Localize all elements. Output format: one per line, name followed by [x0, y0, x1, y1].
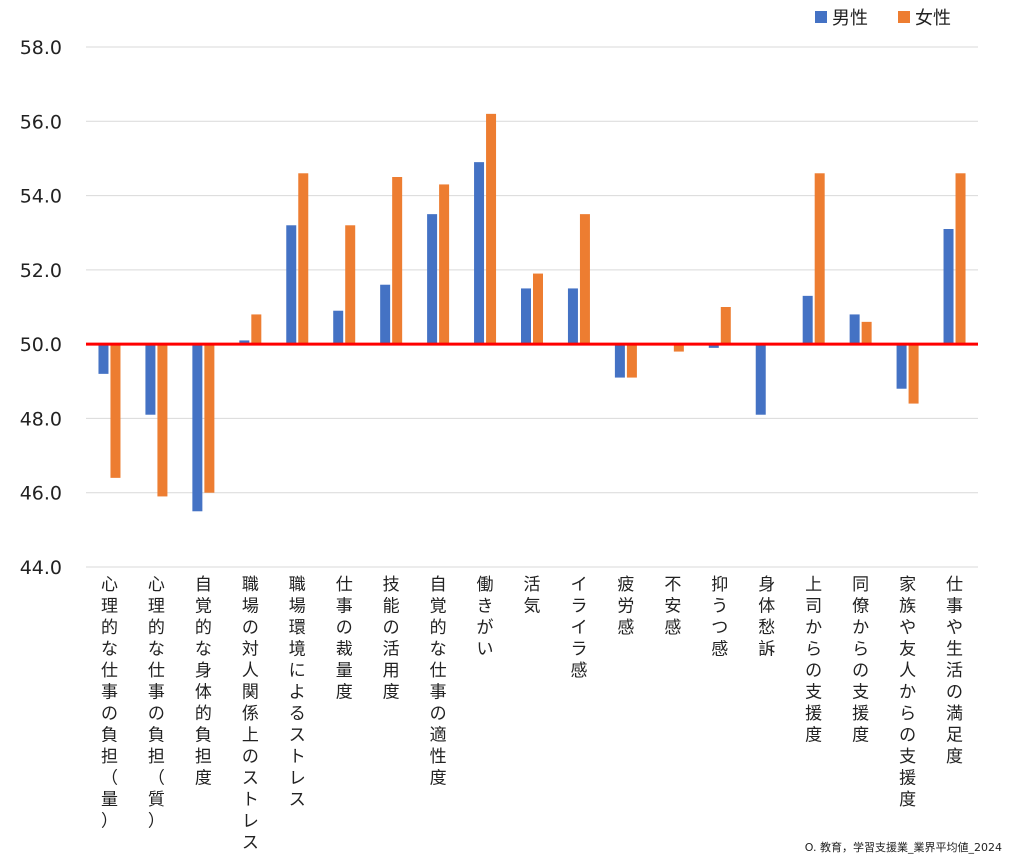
bar-female-4	[298, 173, 309, 345]
bar-female-7	[439, 184, 450, 345]
x-category-label: 心理的な仕事の負担（量）	[101, 575, 118, 832]
bar-male-7	[427, 214, 438, 345]
bar-female-6	[392, 177, 403, 345]
bar-male-5	[333, 310, 344, 345]
gridlines	[86, 46, 978, 568]
bar-male-17	[896, 344, 907, 389]
x-category-label: 家族や友人からの支援度	[899, 575, 916, 810]
bar-male-18	[943, 229, 954, 345]
x-category-label: 抑うつ感	[711, 575, 728, 660]
x-category-label: 上司からの支援度	[805, 575, 822, 746]
bar-male-2	[192, 344, 203, 512]
bars	[98, 113, 966, 512]
x-category-label: 仕事の裁量度	[336, 575, 353, 703]
x-category-label: 仕事や生活の満足度	[946, 575, 963, 767]
bar-male-3	[239, 340, 250, 345]
bar-female-11	[626, 344, 637, 378]
footnote: O. 教育，学習支援業_業界平均値_2024	[804, 841, 1002, 854]
bar-female-16	[861, 321, 872, 345]
legend-label-0: 男性	[832, 8, 868, 29]
bar-female-10	[579, 214, 590, 345]
x-category-label: 同僚からの支援度	[852, 575, 869, 746]
bar-female-5	[345, 225, 356, 345]
legend-label-1: 女性	[915, 8, 951, 29]
bar-male-16	[849, 314, 860, 345]
x-category-label: 自覚的な仕事の適性度	[430, 575, 447, 789]
x-category-label: 心理的な仕事の負担（質）	[148, 575, 165, 832]
bar-male-11	[614, 344, 625, 378]
y-tick-label: 56.0	[20, 111, 62, 133]
bar-male-8	[474, 162, 485, 345]
bar-female-17	[908, 344, 919, 404]
x-category-label: 働きがい	[477, 575, 494, 660]
bar-female-13	[720, 307, 731, 345]
y-tick-label: 46.0	[20, 483, 62, 505]
y-tick-label: 54.0	[20, 186, 62, 208]
x-axis-category-labels: 心理的な仕事の負担（量） 心理的な仕事の負担（質） 自覚的な身体的負担度 職場の対人関…	[101, 575, 963, 853]
legend: 男性 女性	[815, 8, 951, 29]
x-category-label: 疲労感	[617, 575, 634, 638]
bar-female-8	[486, 113, 497, 345]
bar-female-2	[204, 344, 215, 493]
bar-female-9	[533, 273, 543, 345]
bar-male-1	[145, 344, 156, 415]
bar-male-0	[98, 344, 109, 374]
y-tick-label: 50.0	[20, 334, 62, 356]
x-category-label: 不安感	[664, 575, 681, 638]
bar-male-13	[708, 344, 719, 348]
legend-swatch-1	[898, 11, 910, 23]
y-axis-tick-labels: 44.0 46.0 48.0 50.0 52.0 54.0 56.0 58.0	[20, 37, 62, 579]
x-category-label: 職場環境によるストレス	[289, 575, 306, 810]
bar-female-3	[251, 314, 262, 345]
x-category-label: 身体愁訴	[758, 575, 775, 660]
y-tick-label: 48.0	[20, 408, 62, 430]
legend-swatch-0	[815, 11, 827, 23]
bar-female-1	[157, 344, 168, 497]
bar-male-9	[521, 288, 531, 345]
y-tick-label: 52.0	[20, 260, 62, 282]
bar-male-4	[286, 225, 297, 345]
x-category-label: 活気	[524, 575, 541, 617]
bar-female-18	[955, 173, 966, 345]
bar-male-10	[567, 288, 578, 345]
bar-female-15	[814, 173, 825, 345]
bar-male-14	[755, 344, 766, 415]
bar-female-0	[110, 344, 121, 478]
y-tick-label: 44.0	[20, 557, 62, 579]
x-category-label: 技能の活用度	[383, 575, 400, 703]
x-category-label: 職場の対人関係上のストレス	[242, 575, 259, 853]
bar-male-15	[802, 295, 813, 345]
x-category-label: イライラ感	[570, 575, 587, 681]
bar-male-6	[380, 284, 391, 345]
bar-female-12	[673, 344, 684, 352]
x-category-label: 自覚的な身体的負担度	[195, 575, 212, 789]
y-tick-label: 58.0	[20, 37, 62, 59]
